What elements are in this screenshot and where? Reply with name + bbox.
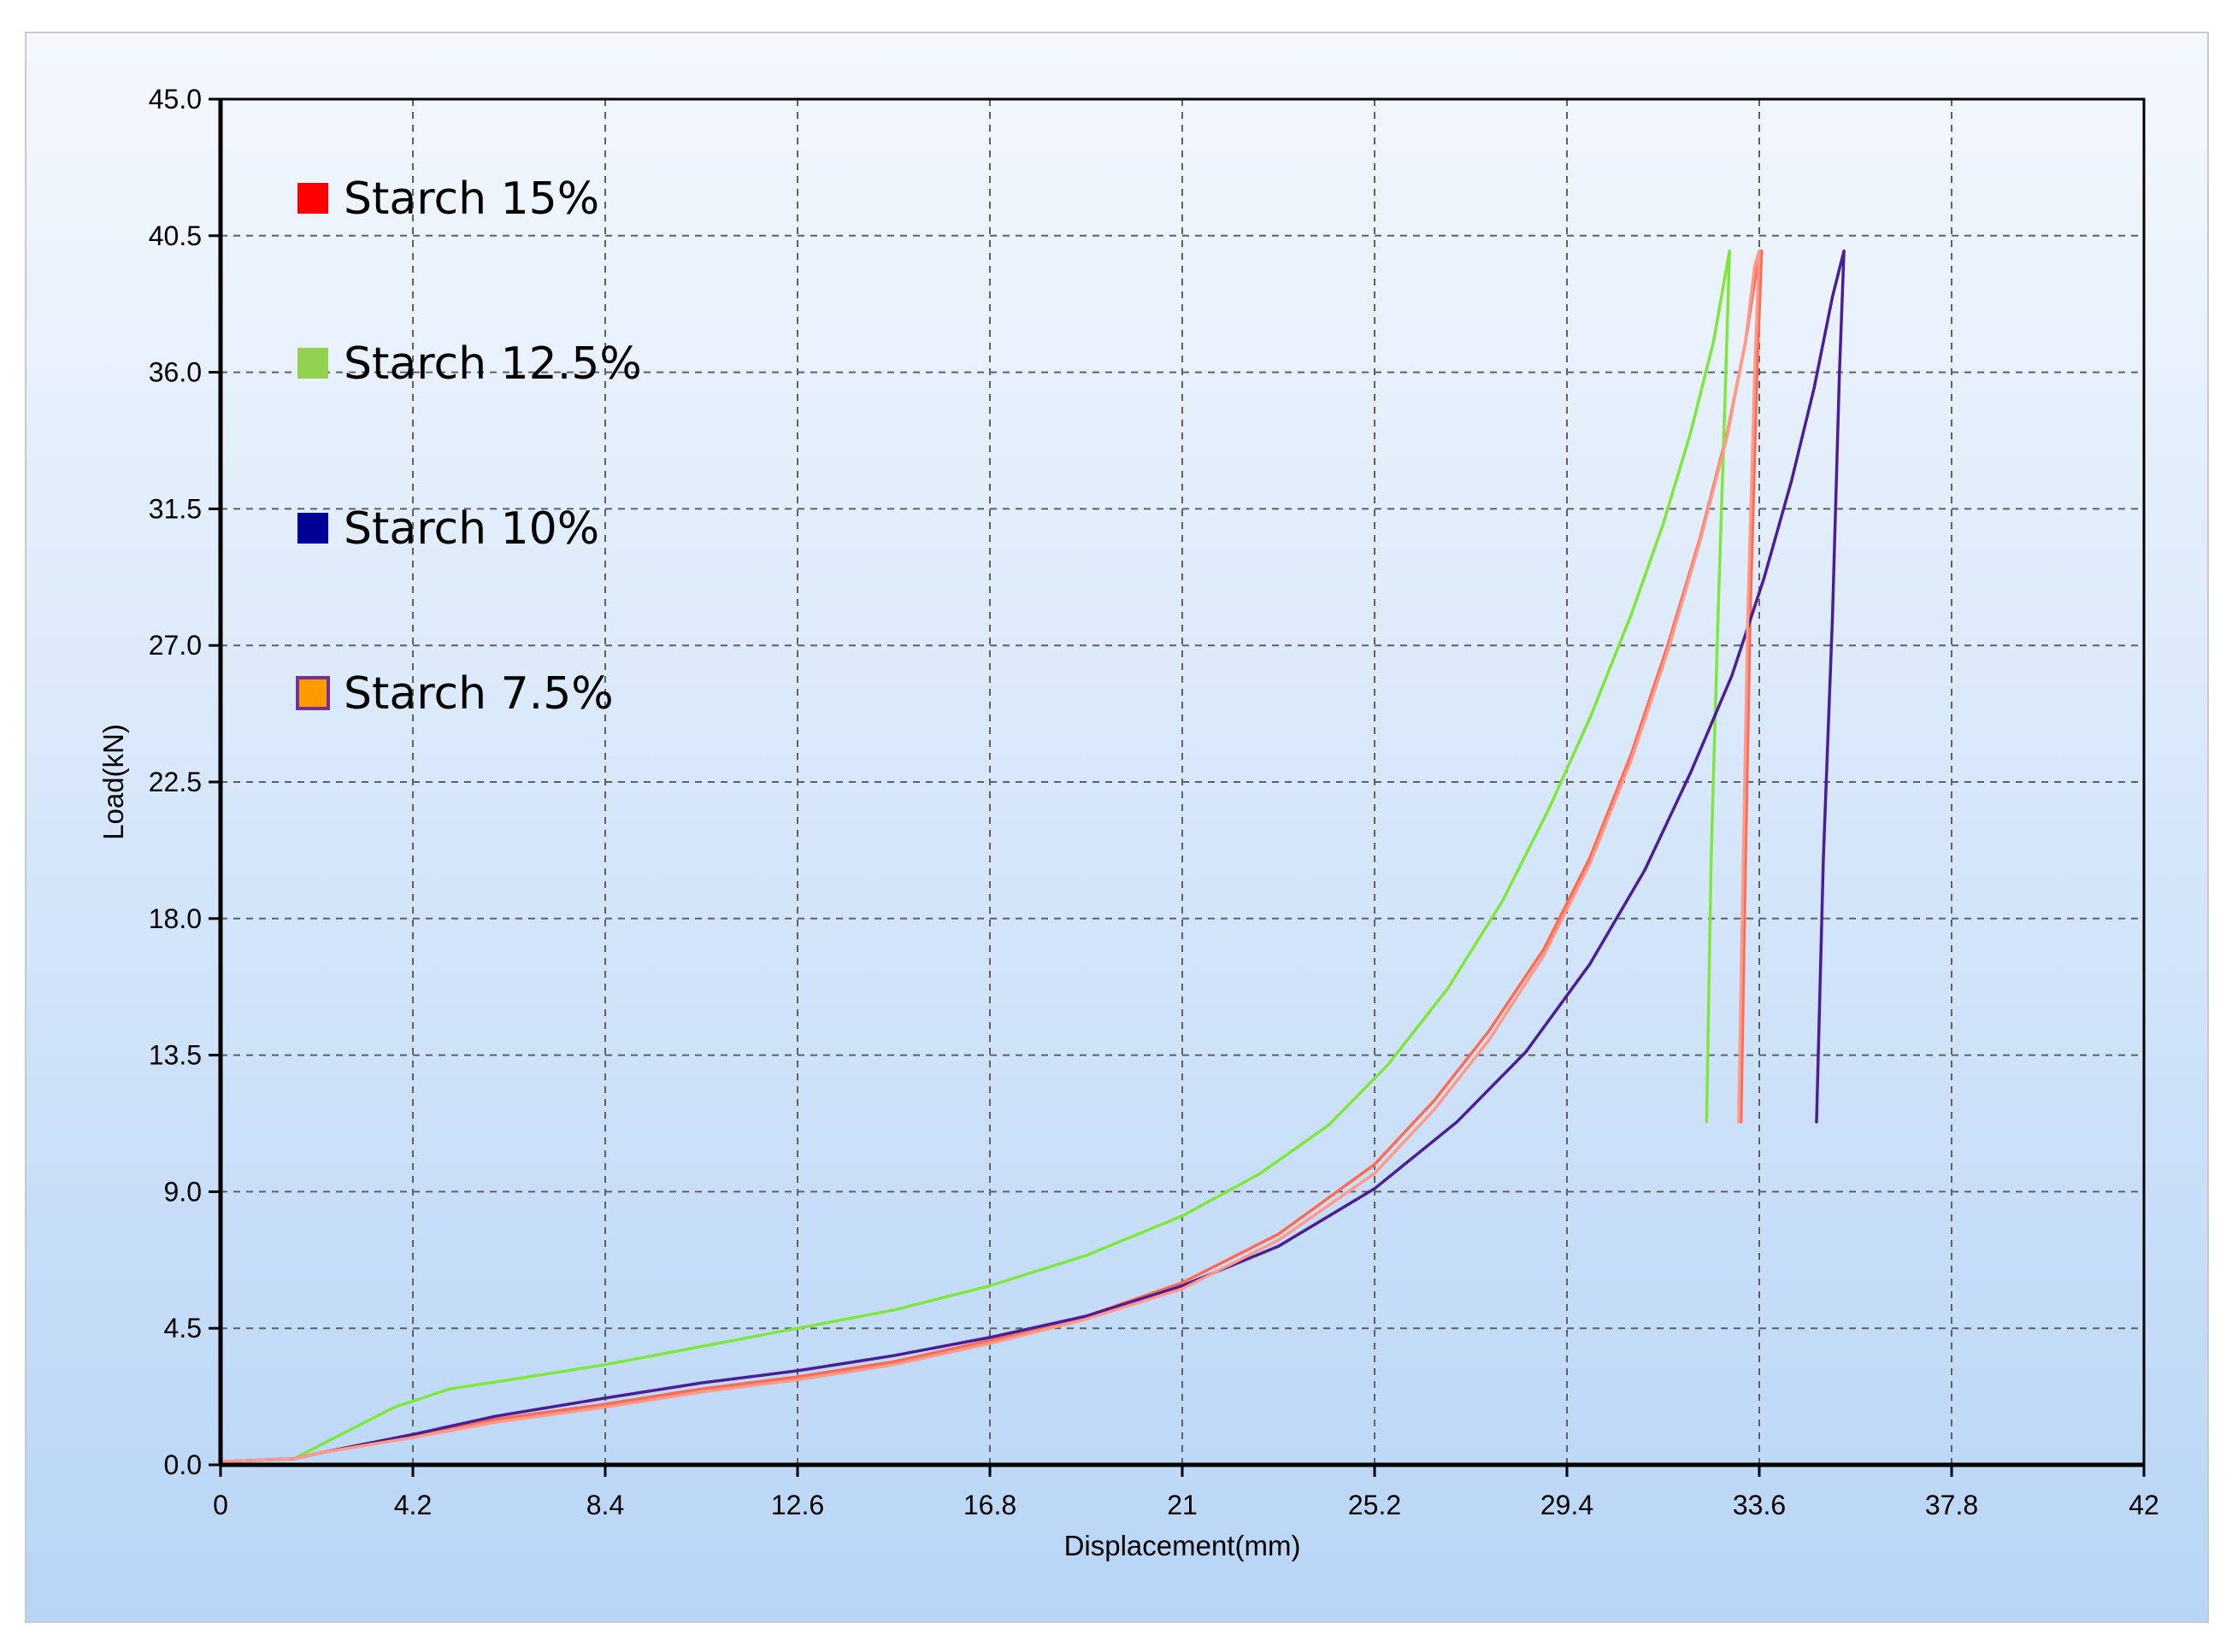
legend-swatch <box>296 676 330 710</box>
x-tick-label: 8.4 <box>586 1490 624 1520</box>
x-tick-label: 21 <box>1167 1490 1198 1520</box>
y-tick-label: 40.5 <box>149 220 202 251</box>
y-axis-title: Load(kN) <box>97 724 129 840</box>
x-tick-label: 42 <box>2129 1490 2159 1520</box>
x-axis-title: Displacement(mm) <box>1064 1530 1301 1561</box>
y-tick-label: 27.0 <box>149 630 202 661</box>
grid-lines <box>221 99 2144 1465</box>
y-tick-label: 45.0 <box>149 84 202 115</box>
y-tick-label: 4.5 <box>164 1313 202 1343</box>
legend-label: Starch 7.5% <box>344 668 614 720</box>
x-tick-label: 37.8 <box>1925 1490 1978 1520</box>
legend-label: Starch 10% <box>344 503 599 555</box>
y-tick-label: 0.0 <box>164 1449 202 1480</box>
series-line-3 <box>221 249 1846 1464</box>
x-tick-label: 12.6 <box>771 1490 824 1520</box>
legend-swatch <box>297 513 328 544</box>
x-tick-label: 4.2 <box>394 1490 432 1520</box>
chart-background <box>25 32 2209 1623</box>
y-tick-label: 13.5 <box>149 1040 202 1071</box>
axis-ticks: 0 4.2 8.4 12.6 16.8 21 25.2 29.4 33.6 37.8 42 0.0 4.… <box>149 84 2159 1520</box>
x-tick-label: 16.8 <box>963 1490 1016 1520</box>
y-tick-label: 22.5 <box>149 767 202 797</box>
series-line-4 <box>221 249 1761 1464</box>
series-lines <box>221 249 1846 1464</box>
y-tick-label: 18.0 <box>149 903 202 934</box>
legend-swatch <box>297 183 328 214</box>
series-line-2 <box>221 249 1731 1464</box>
x-tick-label: 25.2 <box>1348 1490 1401 1520</box>
x-tick-label: 29.4 <box>1540 1490 1593 1520</box>
legend-label: Starch 12.5% <box>344 338 642 390</box>
legend: Starch 15% Starch 12.5% Starch 10% Starch 7… <box>296 173 642 720</box>
y-tick-label: 31.5 <box>149 493 202 524</box>
x-tick-label: 0 <box>213 1490 228 1520</box>
y-tick-label: 36.0 <box>149 357 202 388</box>
legend-label: Starch 15% <box>344 173 599 225</box>
y-tick-label: 9.0 <box>164 1176 202 1207</box>
legend-swatch <box>297 348 328 379</box>
x-tick-label: 33.6 <box>1733 1490 1786 1520</box>
